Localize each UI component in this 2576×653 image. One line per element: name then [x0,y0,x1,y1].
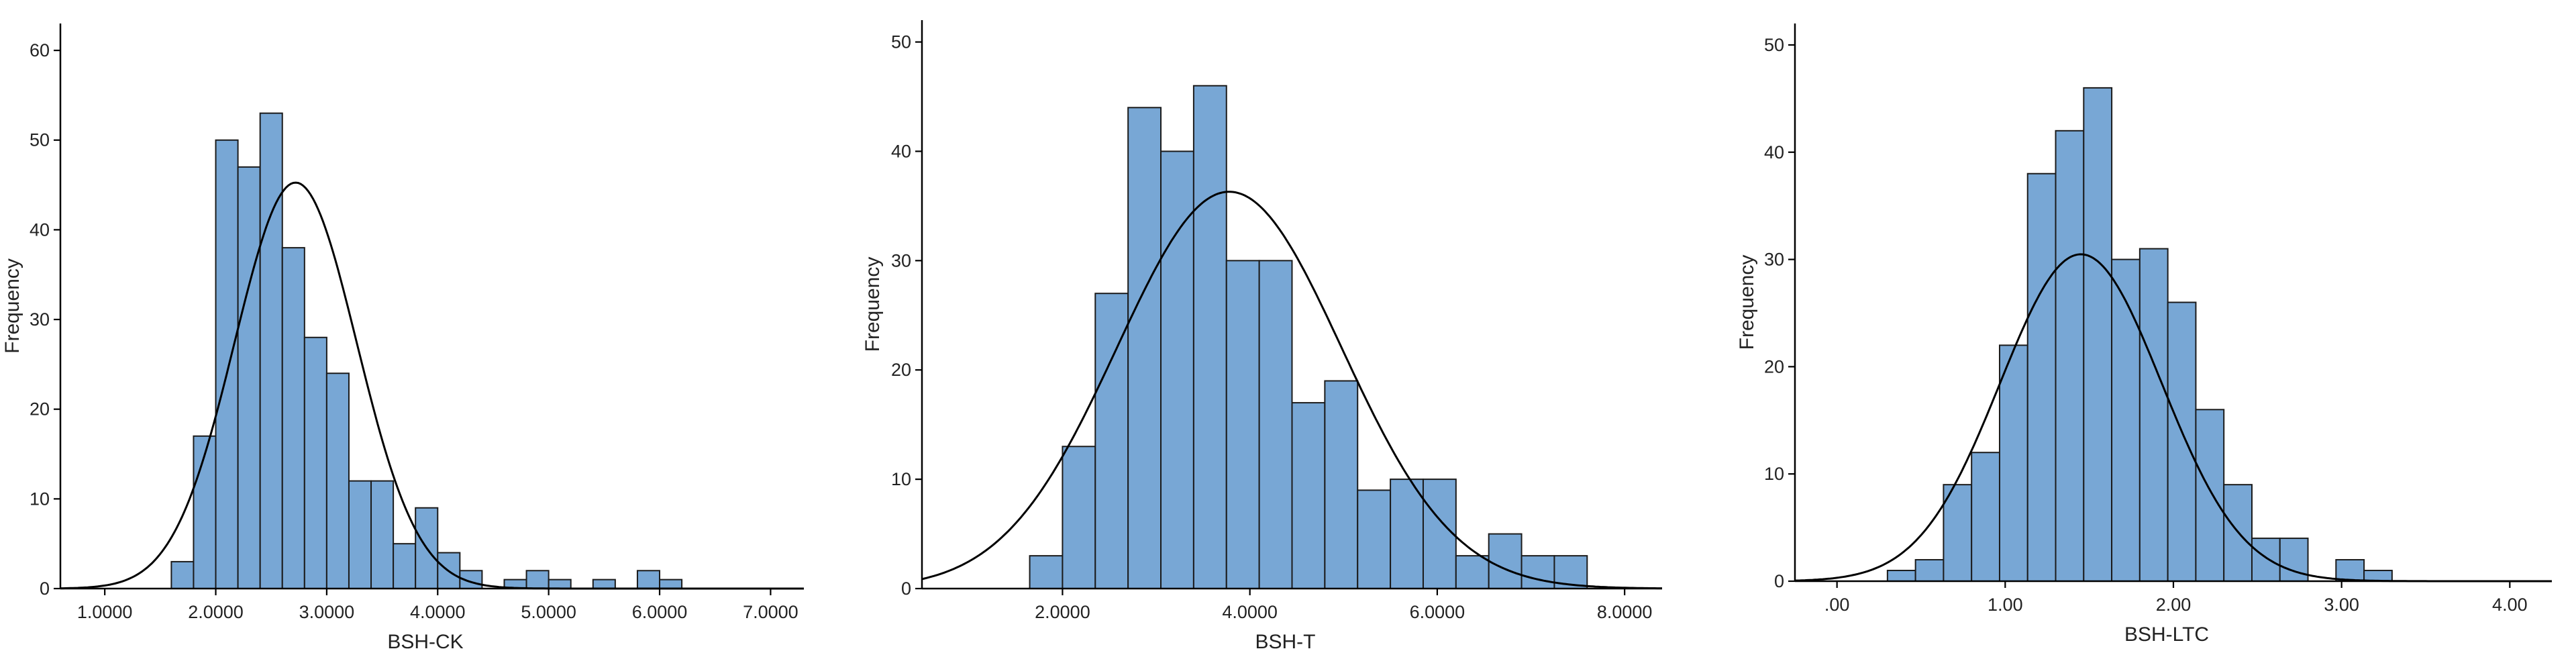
histogram-bar [215,139,239,589]
y-tick-label: 20 [891,360,911,380]
x-tick-label: 7.0000 [743,602,798,622]
histogram-bar [281,247,305,589]
histogram-bar [2026,172,2057,582]
histogram-bar [1127,107,1162,590]
histogram-bar [548,579,572,590]
histogram-bar [1029,555,1064,590]
y-axis-title: Frequency [862,257,884,352]
histogram-bar [237,166,261,590]
histogram-bar [170,560,195,590]
histogram-bar [2055,130,2085,583]
histogram-bar [1357,489,1392,590]
y-tick-label: 30 [891,250,911,270]
histogram-bar [2111,258,2141,582]
x-tick-label: 4.0000 [1222,602,1278,622]
chart-panel-1: 0 10 20 30 40 50 60 1.0000 2.0000 3.0000 4.0000 5.0… [1,23,804,653]
histogram-bar [1488,533,1523,589]
histogram-bar [2195,409,2225,582]
histogram-bar [2363,570,2393,582]
x-axis-title: BSH-LTC [2124,623,2209,646]
x-tick-label: 2.00 [2156,595,2192,615]
histogram-bar [370,480,395,589]
histogram-bar [303,336,327,589]
histogram-bar [2083,87,2113,582]
histogram-bar [1521,555,1555,590]
histogram-bar [1455,555,1490,590]
x-tick-label: 5.0000 [521,602,576,622]
histogram-bar [1225,260,1260,589]
y-tick-label: 0 [40,579,50,599]
histogram-bar [2335,559,2365,582]
x-tick-label: 8.0000 [1597,602,1653,622]
histogram-bar [2251,538,2281,582]
y-tick-label: 60 [30,40,50,60]
x-axis-title: BSH-CK [387,631,463,653]
x-tick-label: 4.00 [2492,595,2528,615]
y-tick-label: 10 [1764,464,1784,484]
x-tick-label: 2.0000 [1035,602,1090,622]
histogram-bar [1324,380,1359,589]
normal-curve [921,191,1662,590]
x-tick-label: .00 [1824,595,1850,615]
histogram-bar [2139,248,2169,582]
histogram-bar [1094,293,1129,589]
y-axis-title: Frequency [1736,255,1758,350]
histogram-bar [193,435,217,589]
x-tick-label: 3.00 [2324,595,2359,615]
histogram-bar [525,570,550,589]
histogram-bar [1422,479,1457,589]
histogram-bar [1914,559,1945,582]
y-axis-title: Frequency [1,258,23,354]
histogram-bar [2167,301,2197,582]
x-axis-title: BSH-T [1255,631,1316,653]
y-tick-label: 10 [891,469,911,489]
histogram-bar [393,543,417,590]
x-tick-label: 2.0000 [188,602,244,622]
y-tick-label: 50 [891,32,911,52]
x-tick-label: 3.0000 [299,602,355,622]
histogram-bar [659,579,683,590]
x-tick-label: 4.0000 [410,602,466,622]
y-tick-label: 10 [30,489,50,509]
x-tick-label: 6.0000 [632,602,688,622]
y-tick-label: 40 [891,141,911,161]
histogram-bar [1971,452,2000,582]
histogram-bar [1291,402,1326,589]
y-tick-label: 20 [30,399,50,419]
y-tick-label: 40 [1764,142,1784,162]
chart-panel-2: 0 10 20 30 40 50 2.0000 4.0000 6.0000 8.0000 BSH-T… [862,20,1662,653]
histogram-bar [1886,570,1916,582]
histogram-bar [1390,479,1424,589]
histogram-bar [1998,344,2028,583]
histogram-bar [592,579,616,590]
y-tick-label: 0 [901,579,911,599]
y-tick-label: 50 [1764,35,1784,55]
y-tick-label: 30 [30,309,50,330]
y-tick-label: 50 [30,130,50,150]
chart-panel-3: 0 10 20 30 40 50 .00 1.00 2.00 3.00 4.00 BSH-LTC Fre… [1736,23,2552,646]
y-tick-label: 40 [30,219,50,240]
x-tick-label: 1.0000 [77,602,133,622]
histogram-bar [1192,85,1227,589]
histogram-bar [1062,446,1096,589]
histogram-bar [1258,260,1293,589]
x-tick-label: 1.00 [1988,595,2023,615]
histogram-bar [259,112,283,589]
histogram-bar [636,570,661,589]
y-tick-label: 30 [1764,250,1784,270]
y-tick-label: 0 [1774,571,1784,591]
x-tick-label: 6.0000 [1410,602,1465,622]
histogram-bar [348,480,372,589]
y-tick-label: 20 [1764,356,1784,376]
histogram-bar [325,372,350,589]
